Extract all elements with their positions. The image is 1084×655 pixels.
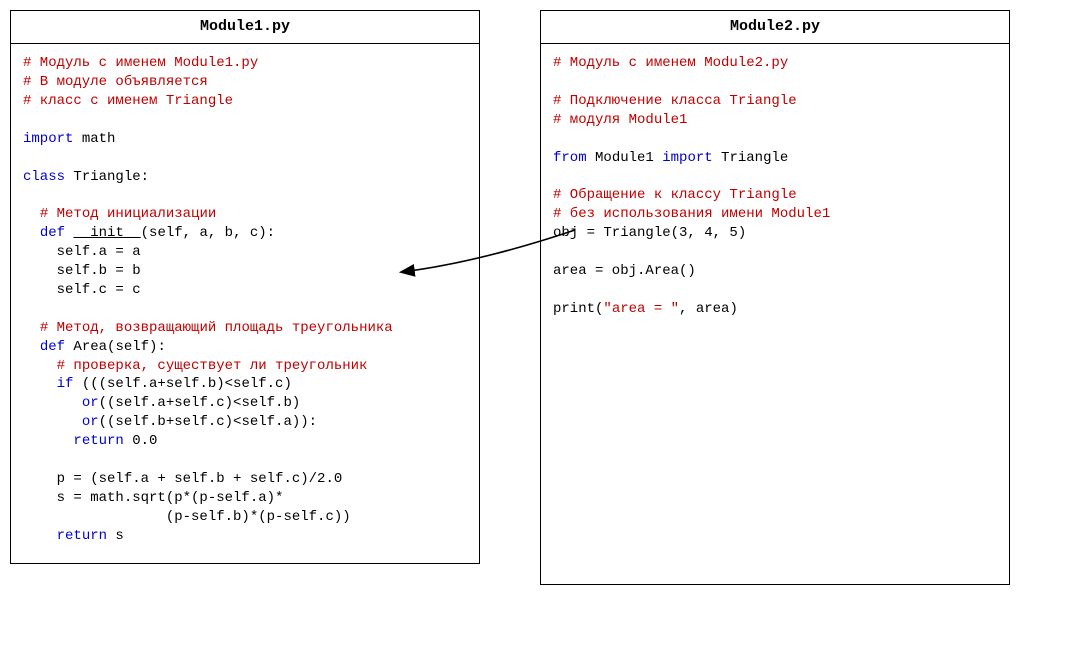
keyword-return: return — [73, 433, 123, 449]
module2-body: # Модуль с именем Module2.py # Подключен… — [541, 44, 1009, 584]
code-text: , area) — [679, 301, 738, 317]
comment: # Метод инициализации — [40, 206, 216, 222]
code-text: ((self.b+self.c)<self.a)): — [99, 414, 317, 430]
comment: # без использования имени Module1 — [553, 206, 830, 222]
code-text: ((self.a+self.c)<self.b) — [99, 395, 301, 411]
code-text: Triangle — [713, 150, 789, 166]
code-text: s — [107, 528, 124, 544]
keyword-from: from — [553, 150, 587, 166]
keyword-class: class — [23, 169, 65, 185]
comment: # Обращение к классу Triangle — [553, 187, 797, 203]
code-text: 0.0 — [124, 433, 158, 449]
code-text: Module1 — [587, 150, 663, 166]
code-text: (self, a, b, c): — [141, 225, 275, 241]
module1-body: # Модуль с именем Module1.py # В модуле … — [11, 44, 479, 563]
code-text: Area(self): — [65, 339, 166, 355]
string-literal: "area = " — [603, 301, 679, 317]
comment: # Модуль с именем Module1.py — [23, 55, 258, 71]
code-text: self.b = b — [23, 263, 141, 279]
keyword-or: or — [82, 414, 99, 430]
keyword-import: import — [23, 131, 73, 147]
code-text: math — [73, 131, 115, 147]
code-text: (p-self.b)*(p-self.c)) — [23, 509, 351, 525]
comment: # Подключение класса Triangle — [553, 93, 797, 109]
comment: # класс с именем Triangle — [23, 93, 233, 109]
comment: # В модуле объявляется — [23, 74, 208, 90]
keyword-if: if — [57, 376, 74, 392]
code-text: s = math.sqrt(p*(p-self.a)* — [23, 490, 283, 506]
module2-title: Module2.py — [541, 11, 1009, 44]
code-text: obj = Triangle(3, 4, 5) — [553, 225, 746, 241]
diagram-container: Module1.py # Модуль с именем Module1.py … — [10, 10, 1074, 585]
code-text: area = obj.Area() — [553, 263, 696, 279]
comment: # модуля Module1 — [553, 112, 687, 128]
keyword-import: import — [662, 150, 712, 166]
keyword-def: def — [40, 225, 65, 241]
module2-box: Module2.py # Модуль с именем Module2.py … — [540, 10, 1010, 585]
keyword-or: or — [82, 395, 99, 411]
code-text: Triangle: — [65, 169, 149, 185]
code-text: print — [553, 301, 595, 317]
code-text: (((self.a+self.b)<self.c) — [73, 376, 291, 392]
module1-title: Module1.py — [11, 11, 479, 44]
func-init: __init__ — [73, 225, 140, 241]
code-text: self.c = c — [23, 282, 141, 298]
code-text: self.a = a — [23, 244, 141, 260]
comment: # проверка, существует ли треугольник — [57, 358, 368, 374]
comment: # Метод, возвращающий площадь треугольни… — [40, 320, 393, 336]
module1-box: Module1.py # Модуль с именем Module1.py … — [10, 10, 480, 564]
comment: # Модуль с именем Module2.py — [553, 55, 788, 71]
keyword-def: def — [40, 339, 65, 355]
code-text: p = (self.a + self.b + self.c)/2.0 — [23, 471, 342, 487]
keyword-return: return — [57, 528, 107, 544]
